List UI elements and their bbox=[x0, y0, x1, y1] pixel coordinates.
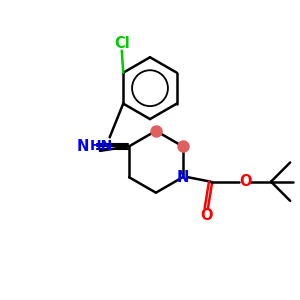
Text: HN: HN bbox=[90, 139, 113, 153]
Text: Cl: Cl bbox=[114, 36, 130, 51]
Text: N: N bbox=[77, 139, 89, 154]
Text: O: O bbox=[239, 174, 251, 189]
Text: O: O bbox=[200, 208, 212, 223]
Text: N: N bbox=[176, 170, 189, 185]
